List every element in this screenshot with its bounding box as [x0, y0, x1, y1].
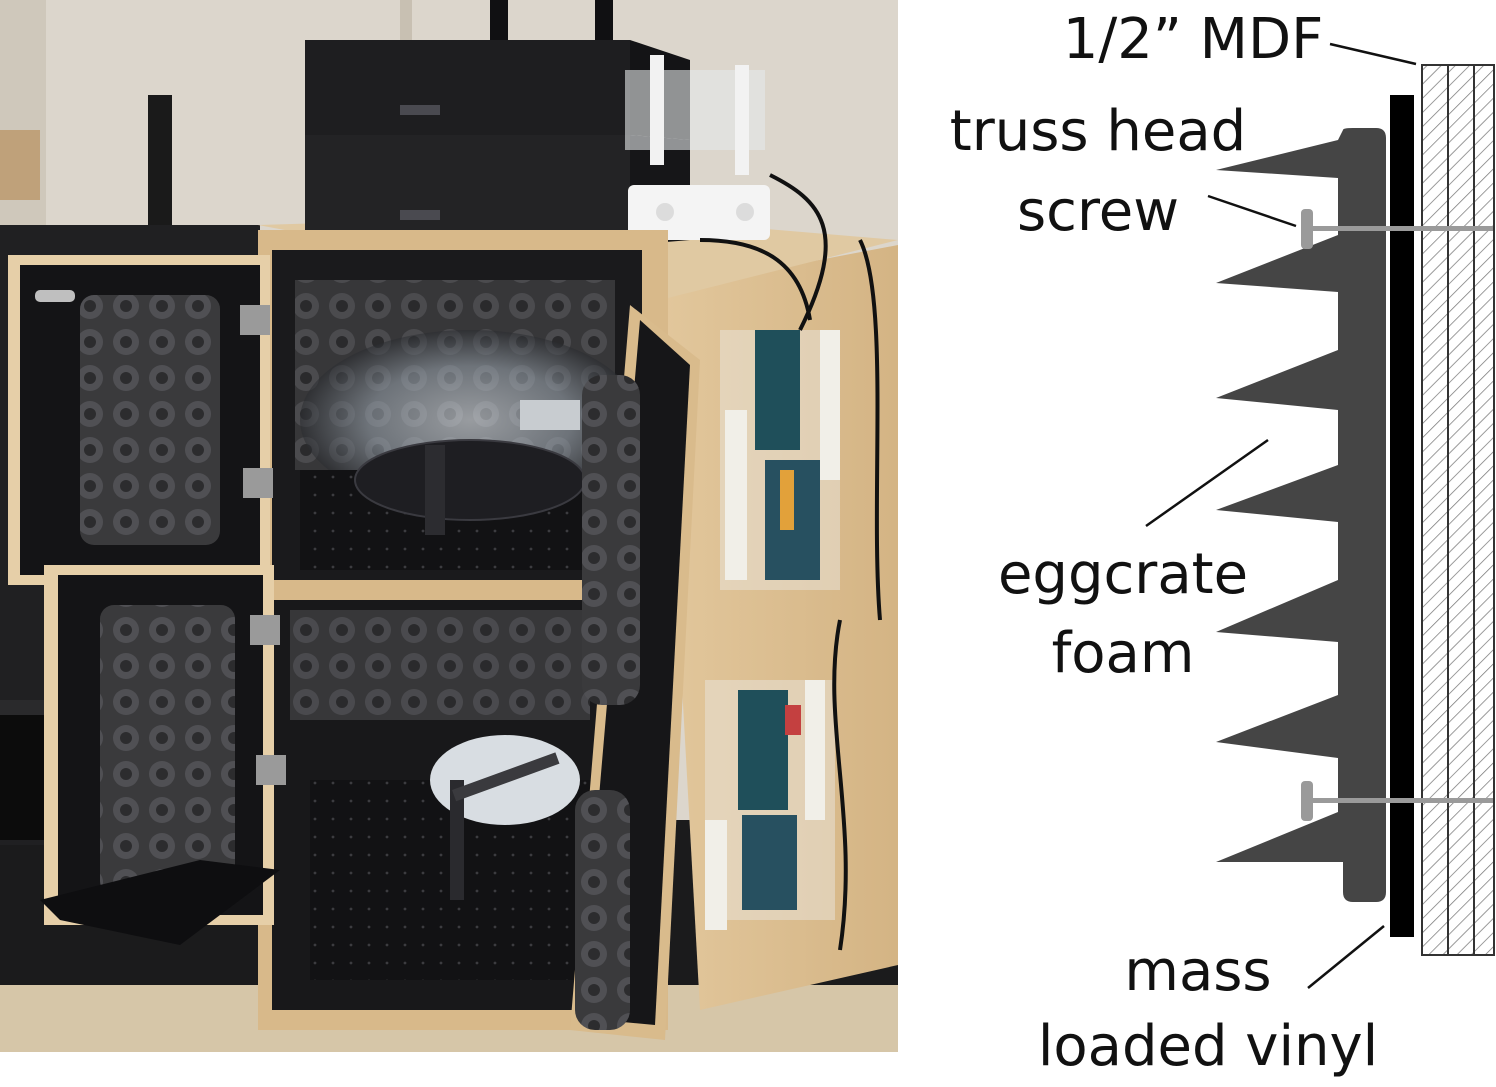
vinyl-label-line2: loaded vinyl — [1037, 1014, 1379, 1079]
eggcrate-foam-profile — [1216, 128, 1386, 902]
mdf-panel-3 — [1473, 64, 1495, 956]
screw-label-line1: truss head — [949, 99, 1247, 164]
syringe-pump — [625, 55, 770, 240]
mdf-leader — [1329, 42, 1417, 66]
vinyl-label-line1: mass — [1124, 939, 1272, 1004]
wall-cross-section-diagram: 1/2” MDF truss head screw eggcrate foam … — [898, 0, 1496, 1087]
screw-label-line2: screw — [1016, 179, 1179, 244]
electronics-upper — [720, 330, 840, 590]
upper-turntable — [354, 439, 586, 521]
cross-section-drawing — [1145, 42, 1495, 989]
foam-label-line2: foam — [1051, 621, 1195, 686]
door-base — [40, 860, 280, 945]
cables — [699, 173, 882, 951]
right-door — [570, 305, 700, 1040]
electronics-lower — [705, 680, 835, 930]
truss-head-screw-lower — [1301, 781, 1493, 821]
shelf-post — [0, 0, 46, 240]
foam-label-line1: eggcrate — [997, 542, 1249, 607]
mdf-label: 1/2” MDF — [1062, 7, 1324, 72]
mdf-panel-2 — [1447, 64, 1475, 956]
upper-left-door — [8, 255, 273, 585]
mdf-panel-1 — [1421, 64, 1449, 956]
lower-left-door — [44, 565, 286, 925]
mass-loaded-vinyl-layer — [1390, 95, 1414, 937]
mdf-layers — [1421, 64, 1495, 956]
enclosure-photo — [0, 0, 898, 1052]
screw-leader — [1207, 194, 1297, 228]
truss-head-screw-upper — [1301, 209, 1493, 249]
leader-lines — [1145, 42, 1417, 989]
foam-leader — [1145, 438, 1269, 528]
vinyl-leader — [1307, 925, 1385, 989]
black-post — [148, 95, 172, 245]
